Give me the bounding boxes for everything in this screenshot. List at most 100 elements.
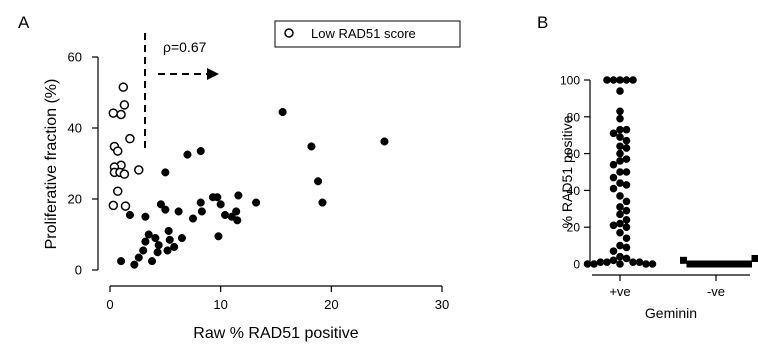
- low-rad51-point: [125, 133, 135, 144]
- data-point: [314, 177, 323, 186]
- low-rad51-point: [108, 108, 119, 118]
- data-point: [221, 210, 230, 220]
- panel-b: B 0 20 40 60 80 100 +ve -ve Geminin % RAD51 pos…: [537, 13, 758, 321]
- panel-a-y-tick-label: 0: [75, 263, 82, 278]
- data-point-square: [725, 260, 733, 268]
- data-point: [161, 205, 170, 214]
- panel-b-y-tick-label: 100: [560, 74, 580, 88]
- data-point-square: [699, 260, 707, 268]
- panel-b-x-tick-label: -ve: [707, 284, 725, 299]
- low-rad51-point: [118, 82, 129, 92]
- data-point: [151, 234, 160, 243]
- data-point: [622, 125, 631, 134]
- panel-a-x-tick-label: 20: [324, 297, 338, 312]
- data-point: [642, 260, 650, 268]
- low-rad51-point: [108, 200, 119, 211]
- panel-b-y-axis-label: % RAD51 positive: [559, 115, 575, 228]
- data-point: [141, 237, 150, 246]
- data-point: [622, 206, 631, 215]
- panel-a-y-tick-label: 60: [68, 50, 82, 65]
- legend: Low RAD51 score: [274, 20, 461, 48]
- data-point: [188, 214, 198, 223]
- panel-b-x-axis-label: Geminin: [645, 305, 697, 321]
- data-point: [307, 142, 316, 151]
- data-point: [318, 198, 327, 207]
- panel-b-axes: 0 20 40 60 80 100 +ve -ve: [560, 74, 750, 299]
- data-point: [125, 210, 134, 220]
- data-point: [163, 246, 172, 255]
- data-point: [609, 160, 618, 169]
- data-point: [278, 107, 287, 117]
- low-rad51-point: [119, 100, 130, 110]
- data-point: [616, 192, 624, 200]
- data-point: [609, 129, 618, 138]
- data-point: [609, 256, 618, 265]
- data-point-square: [751, 254, 758, 262]
- data-point: [148, 257, 157, 266]
- panel-a-x-axis-label: Raw % RAD51 positive: [193, 325, 359, 342]
- data-point: [622, 197, 631, 206]
- low-rad51-point: [112, 186, 123, 196]
- data-point: [616, 157, 624, 165]
- data-point-square: [706, 260, 713, 268]
- data-point: [622, 155, 631, 163]
- data-point: [130, 260, 139, 269]
- low-rad51-point: [120, 201, 131, 211]
- panel-a-points: [108, 82, 389, 269]
- data-point: [196, 147, 205, 156]
- data-point: [622, 168, 631, 176]
- panel-a-axes: 0 20 40 60 0 10 20 30: [68, 50, 450, 313]
- panel-a-x-tick-label: 10: [213, 297, 227, 312]
- data-point: [234, 191, 243, 200]
- panel-b-y-tick-label: 60: [567, 147, 581, 161]
- data-point: [233, 216, 242, 225]
- data-point: [622, 136, 631, 145]
- data-point: [609, 221, 618, 230]
- data-point-square: [693, 260, 700, 268]
- data-point: [141, 212, 150, 221]
- panel-a-x-tick-label: 30: [435, 297, 449, 312]
- data-point: [603, 76, 611, 84]
- data-point: [648, 260, 657, 268]
- data-point-square: [738, 260, 746, 268]
- data-point-square: [732, 260, 739, 268]
- data-point: [144, 230, 153, 239]
- data-point: [635, 258, 644, 266]
- data-point: [616, 210, 624, 219]
- rho-annotation: ρ=0.67: [163, 39, 207, 55]
- data-point-square: [680, 256, 687, 264]
- data-point: [609, 247, 618, 255]
- panel-a-x-tick-label: 0: [106, 297, 113, 312]
- data-point: [183, 150, 192, 159]
- data-point-square: [712, 260, 720, 268]
- data-point: [165, 235, 174, 244]
- data-point: [196, 198, 205, 207]
- data-point: [616, 125, 624, 134]
- data-point: [616, 219, 624, 228]
- data-point: [616, 149, 624, 158]
- data-point: [622, 76, 631, 84]
- data-point: [590, 260, 598, 268]
- data-point: [616, 179, 624, 187]
- data-point: [161, 168, 170, 177]
- data-point: [616, 203, 624, 211]
- data-point: [154, 241, 163, 250]
- panel-b-x-tick-label: +ve: [609, 284, 630, 299]
- legend-marker-open-circle: [284, 28, 294, 38]
- low-rad51-point: [134, 165, 144, 175]
- data-point: [252, 198, 261, 207]
- data-point: [156, 200, 165, 209]
- data-point: [603, 258, 611, 266]
- data-point: [609, 76, 618, 84]
- data-point: [170, 242, 179, 251]
- panel-b-y-tick-label: 80: [567, 110, 581, 124]
- data-point: [616, 142, 624, 151]
- legend-label: Low RAD51 score: [311, 26, 416, 41]
- data-point: [177, 234, 186, 243]
- panel-a-label: A: [18, 13, 30, 32]
- low-rad51-point: [112, 146, 123, 156]
- data-point: [622, 216, 631, 224]
- data-point: [596, 258, 605, 266]
- data-point: [583, 260, 592, 268]
